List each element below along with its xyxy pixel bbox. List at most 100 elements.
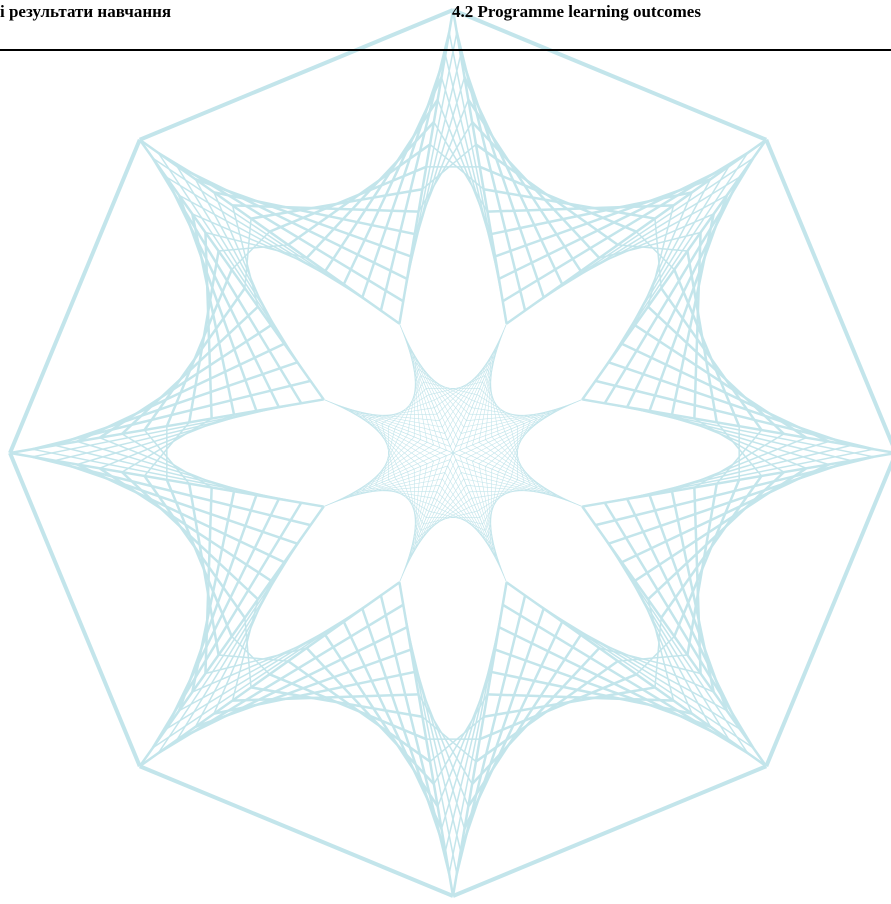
pattern-line	[434, 368, 489, 408]
pattern-line	[479, 673, 637, 741]
pattern-line	[404, 336, 441, 448]
pattern-line	[407, 472, 462, 564]
pattern-line	[428, 381, 483, 396]
pattern-line	[635, 635, 675, 675]
pattern-line	[693, 487, 702, 674]
pattern-line	[459, 450, 577, 505]
pattern-line	[231, 231, 271, 271]
pattern-line	[165, 176, 363, 299]
pattern-line	[417, 498, 472, 538]
pattern-line	[400, 375, 422, 432]
pattern-line	[482, 476, 512, 525]
pattern-line	[8, 138, 142, 454]
pattern-line	[764, 459, 891, 768]
pattern-line	[465, 447, 570, 502]
pattern-line	[472, 460, 499, 564]
pattern-line	[421, 716, 477, 763]
pattern-line	[660, 287, 763, 431]
pattern-line	[143, 475, 246, 619]
pattern-line	[450, 329, 505, 447]
pattern-line	[607, 165, 730, 363]
pattern-line	[32, 455, 311, 527]
pattern-line	[407, 368, 419, 435]
pattern-line	[471, 407, 538, 419]
pattern-line	[654, 218, 662, 289]
pattern-line	[452, 764, 768, 898]
pattern-line	[469, 413, 544, 416]
pattern-line	[604, 448, 874, 504]
pattern-line	[368, 417, 408, 472]
pattern-line	[362, 490, 437, 493]
pattern-line	[176, 543, 299, 741]
pattern-line	[594, 152, 749, 382]
pattern-line	[329, 401, 447, 456]
pattern-line	[398, 9, 455, 324]
pattern-line	[287, 143, 431, 246]
pattern-line	[423, 510, 478, 525]
pattern-line	[474, 400, 531, 422]
pattern-line	[204, 232, 213, 419]
pattern-line	[330, 459, 451, 505]
pattern-line	[336, 404, 441, 459]
pattern-line	[361, 54, 447, 298]
pattern-line	[138, 764, 454, 898]
pattern-line	[218, 244, 289, 252]
pattern-line	[138, 8, 454, 142]
pattern-line	[764, 138, 891, 447]
pattern-line	[673, 269, 741, 427]
pattern-line	[420, 504, 475, 531]
pattern-line	[673, 479, 741, 637]
pattern-line	[490, 469, 493, 544]
pattern-line	[407, 342, 434, 446]
pattern-line	[455, 595, 527, 874]
pattern-line	[406, 626, 462, 852]
pattern-line	[176, 626, 408, 742]
pattern-line	[342, 472, 446, 499]
pattern-line	[502, 151, 749, 303]
pattern-line	[506, 581, 767, 767]
pattern-line	[54, 459, 298, 545]
pattern-line	[716, 429, 763, 485]
pattern-line	[139, 139, 400, 325]
pattern-line	[429, 143, 485, 190]
pattern-line	[603, 502, 755, 749]
header-rule	[0, 49, 891, 51]
pattern-line	[476, 394, 525, 424]
pattern-line	[479, 479, 518, 518]
pattern-line	[381, 482, 430, 512]
pattern-line	[444, 54, 500, 280]
pattern-line	[121, 471, 259, 601]
header-left: і результати навчання	[0, 2, 172, 21]
pattern-line	[686, 483, 718, 656]
pattern-line	[647, 305, 785, 435]
pattern-line	[524, 594, 754, 749]
pattern-line	[465, 458, 502, 570]
pattern-line	[368, 487, 435, 499]
pattern-line	[460, 407, 564, 434]
pattern-line	[626, 444, 852, 500]
pattern-line	[401, 330, 447, 451]
pattern-line	[498, 434, 538, 489]
pattern-line	[452, 323, 507, 454]
pattern-line	[458, 404, 570, 441]
pattern-line	[436, 362, 491, 415]
pattern-line	[362, 415, 415, 470]
pattern-line	[164, 176, 280, 408]
pattern-line	[498, 164, 730, 280]
pattern-line	[54, 406, 280, 462]
pattern-line	[483, 188, 656, 220]
pattern-line	[165, 479, 233, 637]
pattern-line	[608, 361, 852, 447]
pattern-line	[375, 420, 402, 475]
pattern-line	[342, 407, 434, 462]
pattern-line	[447, 336, 502, 441]
pattern-line	[401, 459, 456, 577]
pattern-line	[244, 617, 252, 688]
pattern-line	[388, 479, 427, 518]
pattern-line	[32, 402, 302, 458]
pattern-line	[394, 381, 424, 430]
pattern-line	[398, 582, 454, 897]
string-art	[8, 8, 891, 898]
pattern-line	[188, 250, 220, 423]
